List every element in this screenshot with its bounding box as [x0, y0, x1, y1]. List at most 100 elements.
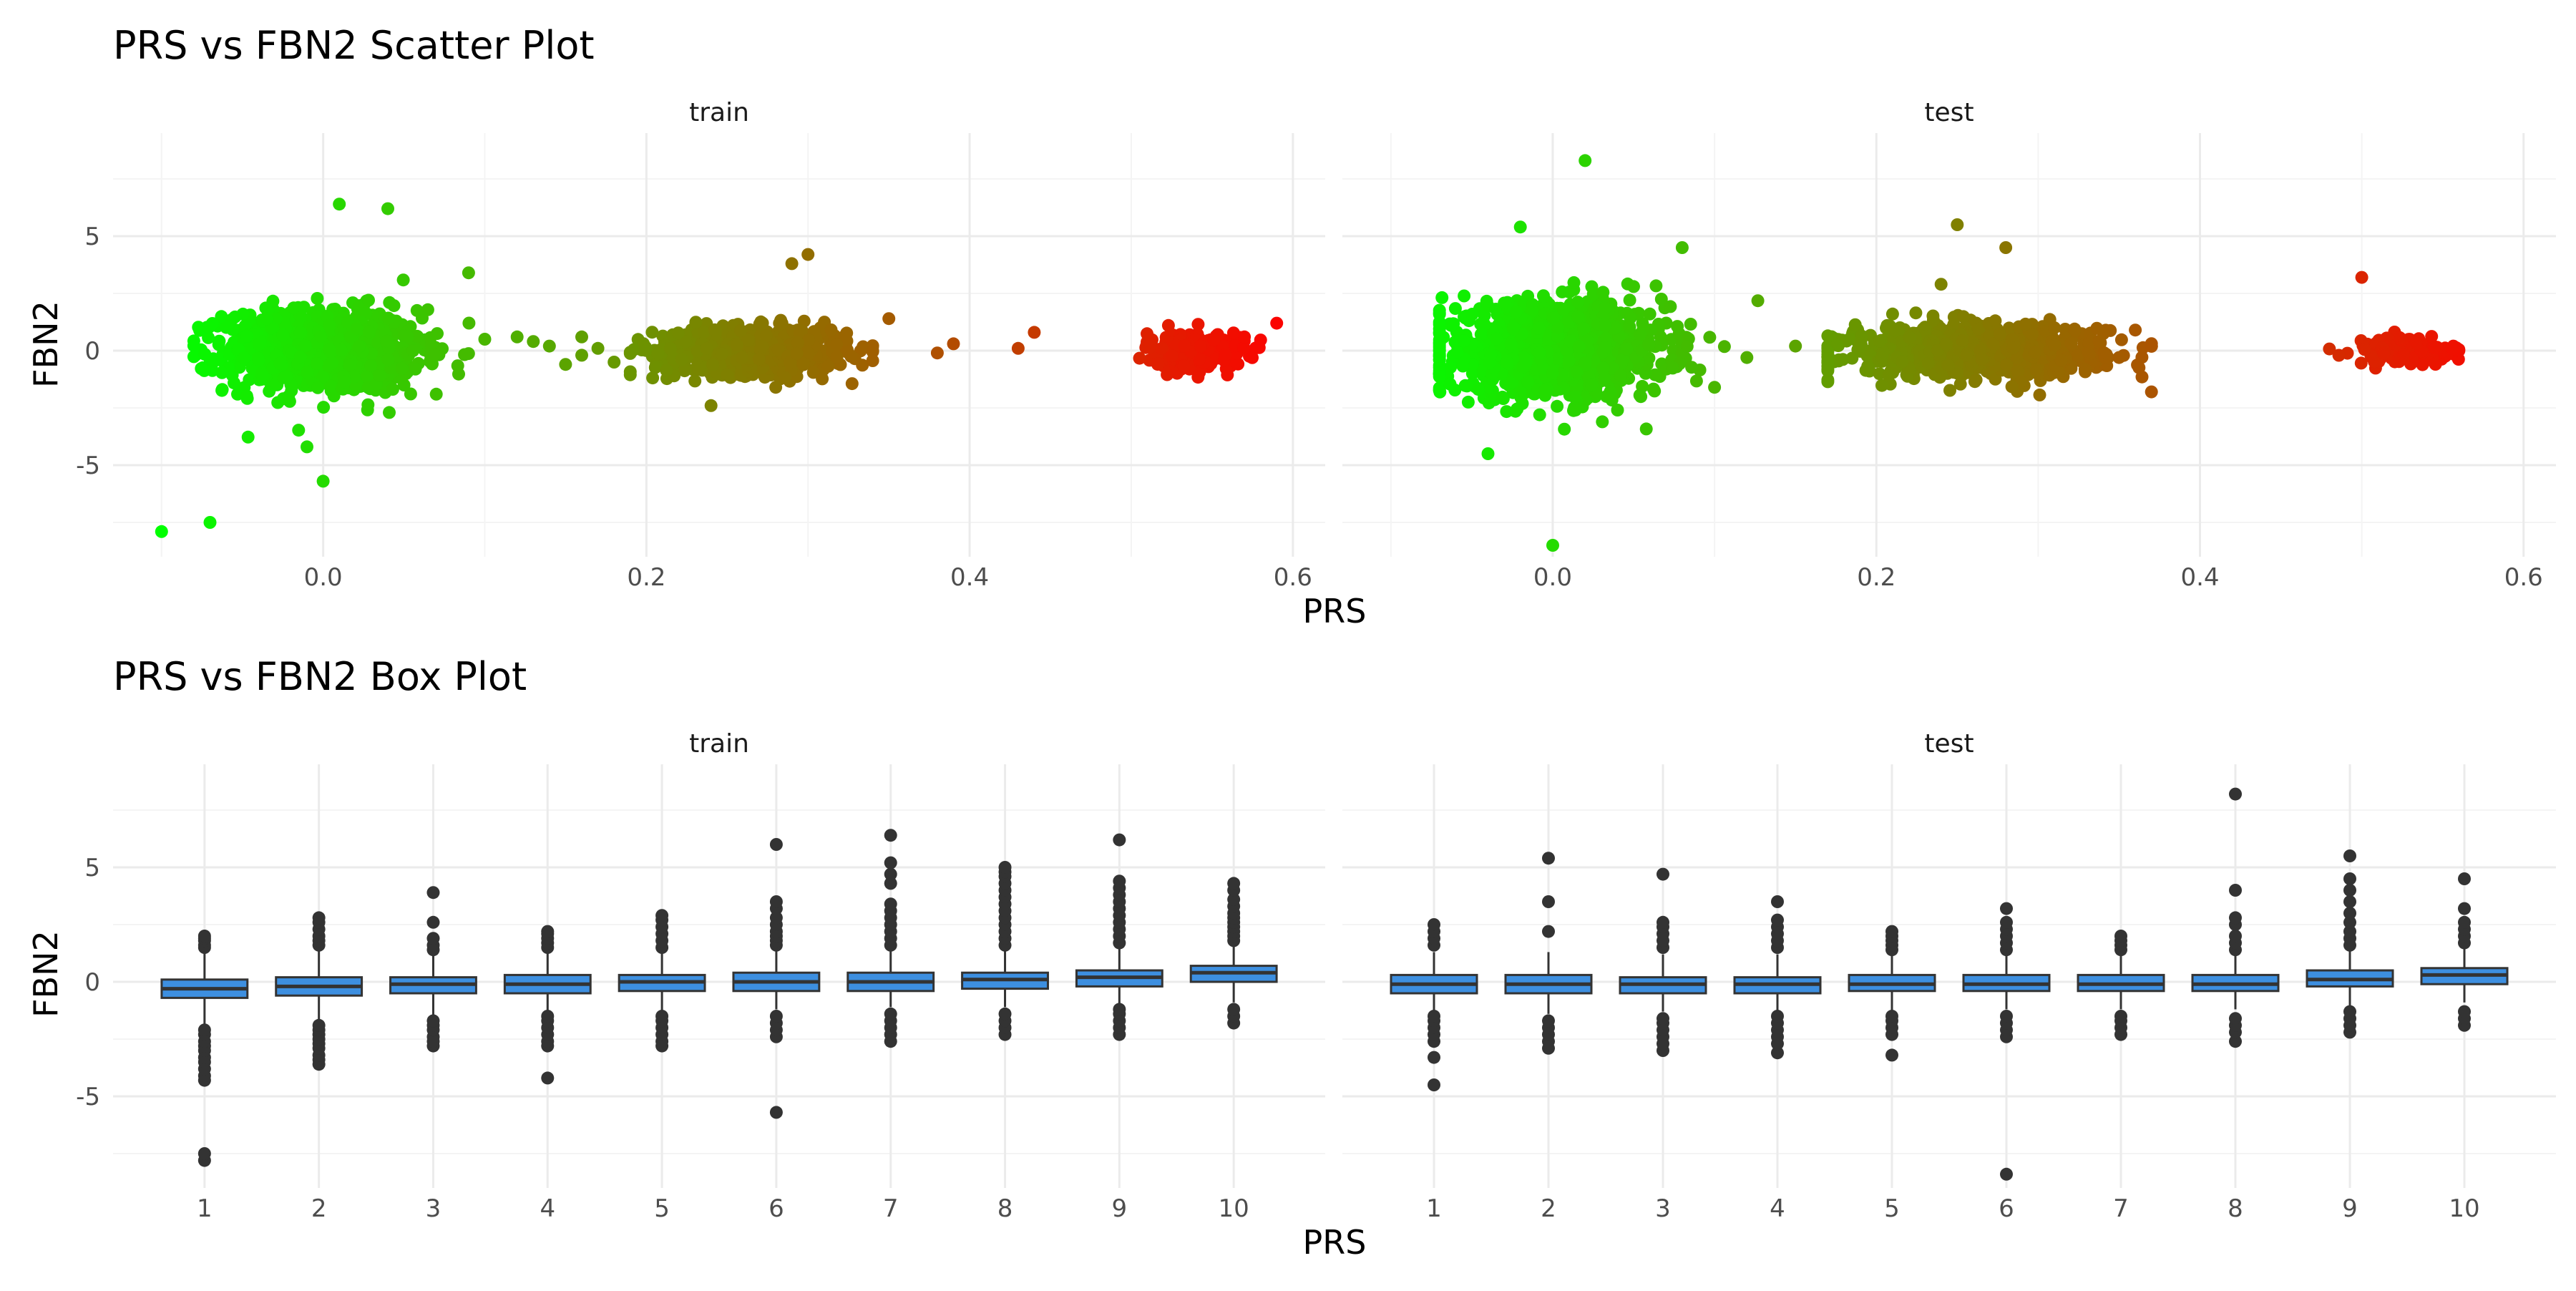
- scatter-point: [2048, 321, 2061, 334]
- scatter-point: [1703, 331, 1717, 344]
- scatter-point: [645, 326, 659, 339]
- scatter-point: [310, 357, 323, 370]
- scatter-point: [1596, 361, 1610, 375]
- scatter-point: [381, 311, 395, 325]
- scatter-point: [155, 525, 168, 538]
- scatter-point: [1509, 305, 1523, 318]
- box-outlier: [1227, 1003, 1241, 1016]
- scatter-x-tick-label: 0.4: [2180, 563, 2219, 592]
- scatter-point: [671, 326, 685, 340]
- scatter-point: [1161, 368, 1174, 381]
- scatter-point: [1178, 339, 1191, 353]
- box-x-tick-label: 4: [1770, 1194, 1785, 1223]
- scatter-point: [1636, 379, 1649, 393]
- box-outlier: [769, 1106, 783, 1119]
- box-outlier: [2000, 1167, 2013, 1181]
- box-test-9: [2306, 849, 2394, 1039]
- scatter-point: [259, 301, 273, 315]
- scatter-point: [734, 324, 747, 337]
- box-test-8: [2191, 787, 2280, 1048]
- box-outlier: [426, 1014, 440, 1028]
- box-panel-test: 1 2 3 4 5 6 7 8 9 10: [1342, 764, 2556, 1223]
- scatter-point: [1633, 328, 1646, 341]
- scatter-point: [1443, 377, 1457, 391]
- box-train-1: [160, 930, 249, 1167]
- scatter-point: [1999, 241, 2013, 254]
- scatter-point: [1604, 385, 1617, 399]
- scatter-point: [1546, 539, 1559, 552]
- box-outlier: [2458, 872, 2471, 885]
- box-outlier: [655, 1010, 669, 1023]
- scatter-point: [220, 321, 233, 334]
- scatter-point: [187, 339, 200, 352]
- scatter-point: [386, 383, 399, 396]
- box-x-tick-label: 3: [1655, 1194, 1671, 1223]
- box-outlier: [2000, 902, 2013, 915]
- scatter-point: [1614, 369, 1627, 382]
- scatter-point: [1654, 293, 1668, 306]
- scatter-point: [2054, 354, 2068, 367]
- scatter-point: [1207, 333, 1221, 347]
- box-outlier: [1542, 895, 1555, 908]
- box-outlier: [769, 895, 783, 908]
- scatter-point: [1141, 327, 1153, 341]
- box-train-2: [275, 911, 364, 1071]
- scatter-point: [1896, 355, 1909, 369]
- scatter-point: [2112, 351, 2126, 364]
- scatter-point: [323, 379, 337, 393]
- scatter-point: [1821, 356, 1835, 369]
- scatter-point: [1500, 405, 1513, 419]
- scatter-point: [1557, 303, 1570, 316]
- box-outlier: [2458, 1005, 2471, 1018]
- scatter-point: [2145, 339, 2158, 353]
- scatter-point: [2011, 351, 2024, 365]
- box-outlier: [1428, 1051, 1440, 1064]
- scatter-point: [213, 334, 226, 348]
- box-outlier: [1113, 1003, 1126, 1016]
- scatter-point: [1624, 311, 1637, 325]
- box-outlier: [426, 932, 440, 945]
- scatter-point: [700, 341, 713, 355]
- scatter-point: [1611, 404, 1624, 416]
- scatter-point: [360, 370, 374, 384]
- box-outlier: [2458, 915, 2471, 929]
- scatter-x-tick-label: 0.0: [1533, 563, 1572, 592]
- scatter-point: [293, 350, 307, 364]
- box-x-tick-label: 1: [1426, 1194, 1442, 1223]
- scatter-point: [688, 374, 702, 388]
- box-outlier: [769, 1010, 783, 1023]
- scatter-point: [2332, 349, 2346, 362]
- scatter-point: [333, 198, 346, 211]
- scatter-point: [326, 356, 339, 370]
- scatter-point: [327, 389, 341, 403]
- scatter-point: [1789, 339, 1802, 353]
- box-outlier: [197, 1147, 211, 1160]
- box-outlier: [2229, 930, 2242, 942]
- scatter-x-axis-label: PRS: [1303, 592, 1367, 630]
- scatter-point: [1664, 300, 1677, 313]
- scatter-point: [830, 351, 844, 364]
- scatter-point: [401, 330, 414, 344]
- scatter-point: [1953, 377, 1967, 391]
- scatter-point: [708, 323, 721, 336]
- box-outlier: [2343, 872, 2356, 885]
- box-outlier: [2114, 930, 2127, 942]
- box-x-tick-label: 3: [426, 1194, 441, 1223]
- scatter-point: [198, 348, 212, 361]
- scatter-point: [1972, 322, 1986, 336]
- box-x-tick-label: 5: [1884, 1194, 1900, 1223]
- box-outlier: [2458, 902, 2471, 915]
- box-outlier: [1885, 1010, 1898, 1023]
- scatter-x-tick-label: 0.2: [627, 563, 665, 592]
- scatter-point: [1177, 359, 1191, 373]
- scatter-point: [1525, 303, 1538, 316]
- scatter-point: [458, 348, 472, 361]
- scatter-point: [404, 387, 417, 401]
- scatter-point: [1627, 280, 1640, 293]
- scatter-point: [1680, 340, 1694, 354]
- box-x-tick-label: 7: [883, 1194, 899, 1223]
- scatter-point: [1481, 447, 1495, 460]
- scatter-point: [651, 347, 665, 360]
- scatter-point: [1889, 324, 1902, 338]
